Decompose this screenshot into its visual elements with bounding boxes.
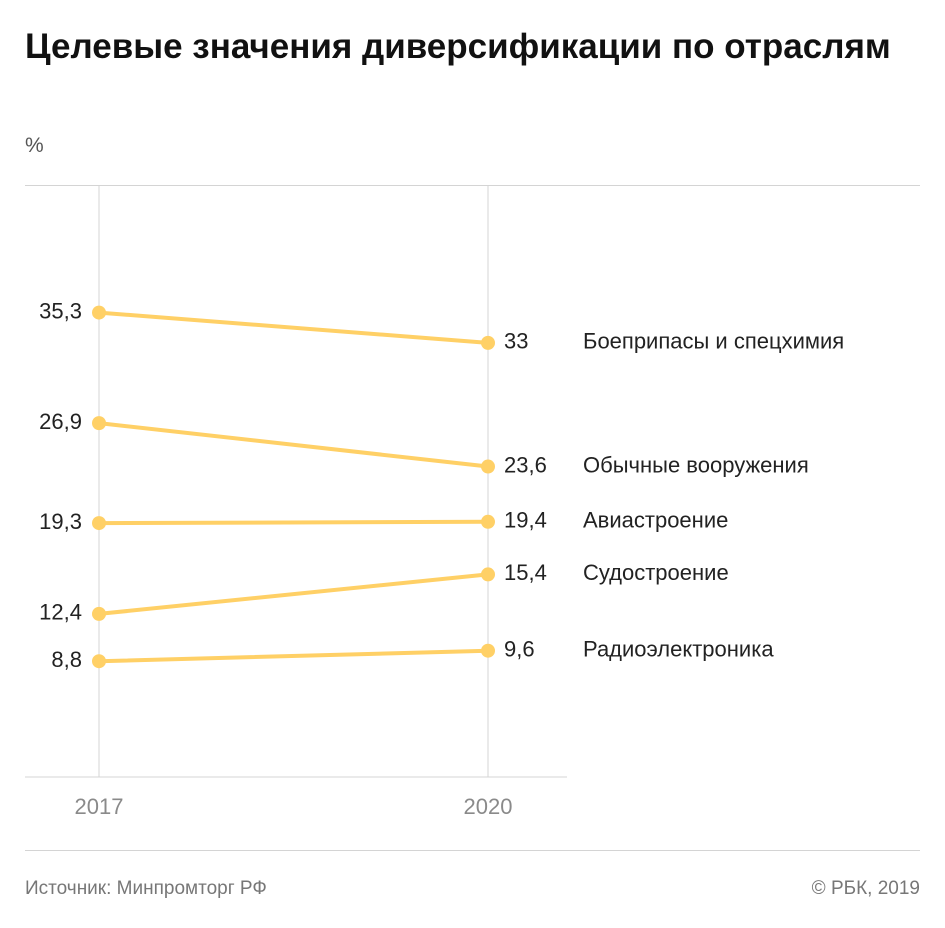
data-label-end: 23,6 (504, 452, 547, 477)
unit-label: % (25, 134, 44, 157)
data-point (481, 335, 495, 350)
bottom-divider (25, 850, 920, 851)
data-label-end: 15,4 (504, 560, 547, 585)
series-name-label: Судостроение (583, 560, 729, 585)
source-note: Источник: Минпромторг РФ (25, 878, 267, 899)
data-label-start: 12,4 (39, 600, 82, 625)
data-point (92, 654, 106, 669)
x-tick-label: 2017 (75, 794, 124, 819)
series-name-label: Боеприпасы и спецхимия (583, 329, 844, 354)
data-label-end: 9,6 (504, 637, 535, 662)
data-label-end: 19,4 (504, 508, 547, 533)
data-label-start: 35,3 (39, 298, 82, 323)
data-point (481, 459, 495, 474)
series-name-label: Обычные вооружения (583, 452, 809, 477)
data-point (92, 416, 106, 431)
copyright-note: © РБК, 2019 (811, 878, 920, 899)
data-point (481, 514, 495, 529)
series-line (97, 519, 490, 526)
series-line (97, 648, 490, 664)
data-label-end: 33 (504, 329, 528, 354)
data-point (92, 516, 106, 531)
series-name-label: Радиоэлектроника (583, 637, 774, 662)
series-line (97, 421, 490, 469)
chart-title: Целевые значения диверсификации по отрас… (25, 27, 891, 66)
data-point (92, 606, 106, 621)
data-point (481, 567, 495, 582)
data-point (92, 305, 106, 320)
series-line (97, 572, 490, 616)
series-line (97, 310, 490, 345)
top-divider (25, 185, 920, 186)
data-label-start: 8,8 (51, 647, 82, 672)
data-point (481, 643, 495, 658)
data-label-start: 19,3 (39, 509, 82, 534)
data-label-start: 26,9 (39, 409, 82, 434)
x-tick-label: 2020 (464, 794, 513, 819)
series-name-label: Авиастроение (583, 508, 728, 533)
